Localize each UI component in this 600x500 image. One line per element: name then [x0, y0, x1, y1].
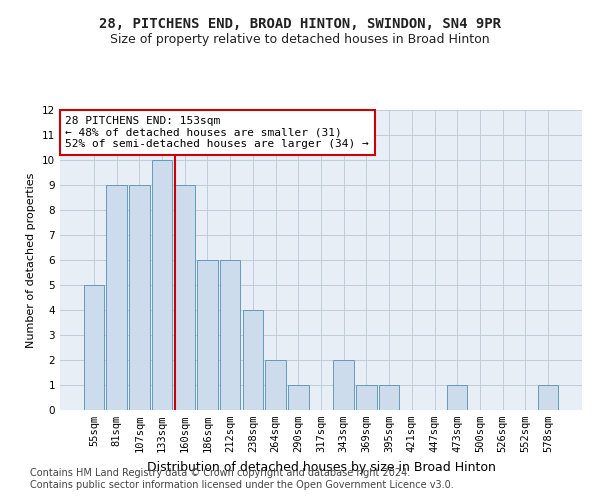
Bar	[242, 310, 263, 410]
Text: Contains public sector information licensed under the Open Government Licence v3: Contains public sector information licen…	[30, 480, 454, 490]
Bar	[538, 385, 558, 410]
Bar	[334, 360, 354, 410]
Bar	[129, 185, 149, 410]
Bar	[106, 185, 127, 410]
Y-axis label: Number of detached properties: Number of detached properties	[26, 172, 37, 348]
Bar	[152, 160, 172, 410]
Text: 28, PITCHENS END, BROAD HINTON, SWINDON, SN4 9PR: 28, PITCHENS END, BROAD HINTON, SWINDON,…	[99, 18, 501, 32]
Bar	[220, 260, 241, 410]
Text: 28 PITCHENS END: 153sqm
← 48% of detached houses are smaller (31)
52% of semi-de: 28 PITCHENS END: 153sqm ← 48% of detache…	[65, 116, 369, 149]
Bar	[175, 185, 195, 410]
Bar	[265, 360, 286, 410]
Bar	[379, 385, 400, 410]
Bar	[356, 385, 377, 410]
Bar	[197, 260, 218, 410]
Text: Contains HM Land Registry data © Crown copyright and database right 2024.: Contains HM Land Registry data © Crown c…	[30, 468, 410, 477]
Bar	[288, 385, 308, 410]
Text: Size of property relative to detached houses in Broad Hinton: Size of property relative to detached ho…	[110, 32, 490, 46]
Bar	[447, 385, 467, 410]
X-axis label: Distribution of detached houses by size in Broad Hinton: Distribution of detached houses by size …	[146, 460, 496, 473]
Bar	[84, 285, 104, 410]
